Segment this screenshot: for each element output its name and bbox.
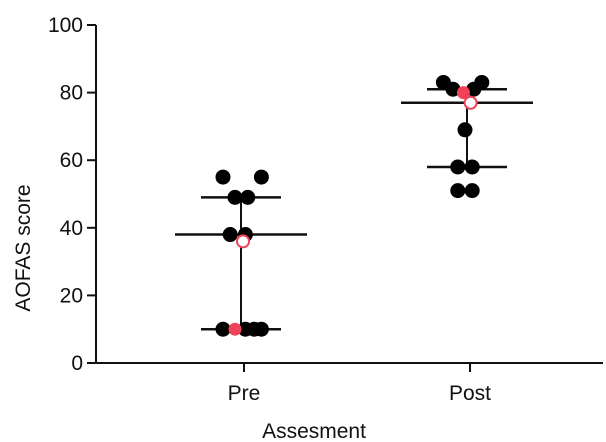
data-point xyxy=(227,189,243,205)
data-point xyxy=(474,74,490,90)
data-point xyxy=(445,81,461,97)
y-tick-label: 20 xyxy=(60,284,83,307)
data-point xyxy=(253,169,269,185)
data-point xyxy=(222,227,238,243)
axes: 0 20 40 60 80 100 Pre Post xyxy=(48,14,603,405)
data-point xyxy=(215,169,231,185)
x-tick-label: Post xyxy=(449,382,491,405)
data-point xyxy=(464,159,480,175)
data-point xyxy=(450,159,466,175)
highlight-point-filled xyxy=(456,86,470,100)
highlight-point-hollow xyxy=(463,95,478,110)
data-point xyxy=(253,321,269,337)
highlight-point-filled xyxy=(228,322,242,336)
y-tick-label: 100 xyxy=(48,14,83,37)
chart-marks xyxy=(175,74,533,337)
x-axis-title: Assesment xyxy=(262,420,366,442)
highlight-point-hollow xyxy=(236,234,250,249)
y-tick-label: 60 xyxy=(60,149,83,172)
y-axis-title: AOFAS score xyxy=(12,184,35,311)
data-point xyxy=(450,183,466,199)
y-tick-label: 0 xyxy=(71,352,83,375)
y-tick-label: 80 xyxy=(60,82,83,105)
data-point xyxy=(240,189,256,205)
x-tick-label: Pre xyxy=(228,382,261,405)
data-point xyxy=(457,122,473,138)
data-point xyxy=(215,321,231,337)
data-point xyxy=(464,183,480,199)
y-tick-label: 40 xyxy=(60,217,83,240)
